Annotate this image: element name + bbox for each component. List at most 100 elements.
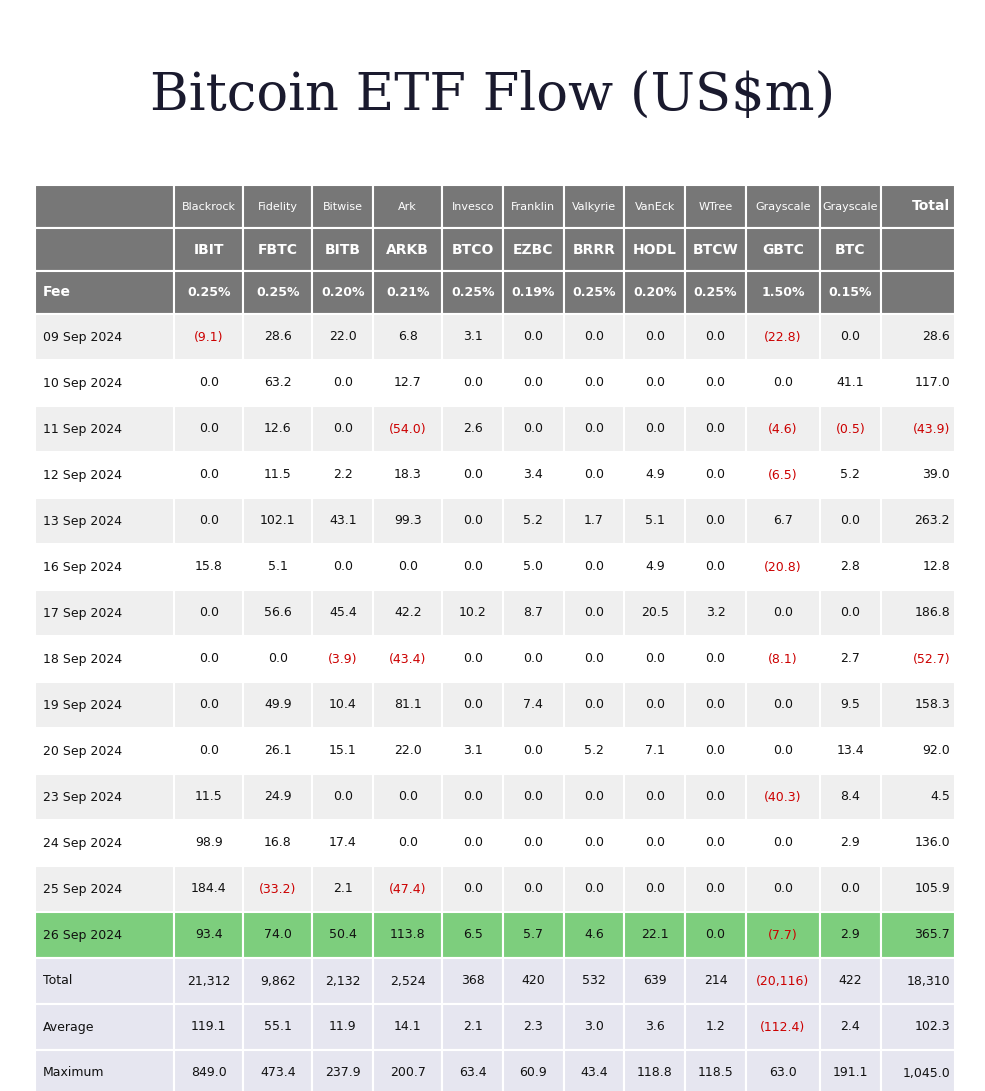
Bar bbox=[563, 497, 624, 544]
Text: 0.0: 0.0 bbox=[645, 791, 665, 803]
Bar bbox=[174, 636, 243, 682]
Bar bbox=[624, 866, 686, 912]
Bar bbox=[373, 728, 442, 774]
Text: Bitcoin ETF Flow (US$m): Bitcoin ETF Flow (US$m) bbox=[150, 70, 835, 120]
Bar bbox=[312, 406, 373, 452]
Text: Franklin: Franklin bbox=[511, 202, 556, 212]
Bar bbox=[503, 728, 563, 774]
Text: 11.5: 11.5 bbox=[264, 468, 292, 481]
Bar bbox=[174, 360, 243, 406]
Bar bbox=[503, 406, 563, 452]
Text: 0.0: 0.0 bbox=[705, 791, 726, 803]
Text: 12.7: 12.7 bbox=[394, 376, 422, 389]
Bar bbox=[686, 636, 746, 682]
Bar bbox=[35, 360, 174, 406]
Text: 0.0: 0.0 bbox=[773, 837, 793, 850]
Text: 22.0: 22.0 bbox=[394, 744, 422, 757]
Bar bbox=[35, 497, 174, 544]
Bar bbox=[881, 452, 955, 497]
Text: 20 Sep 2024: 20 Sep 2024 bbox=[43, 744, 122, 757]
Bar bbox=[243, 497, 312, 544]
Bar bbox=[503, 452, 563, 497]
Bar bbox=[35, 314, 174, 360]
Bar bbox=[503, 682, 563, 728]
Bar bbox=[243, 728, 312, 774]
Text: (40.3): (40.3) bbox=[764, 791, 802, 803]
Text: 0.0: 0.0 bbox=[840, 331, 861, 344]
Bar bbox=[312, 912, 373, 958]
Text: Maximum: Maximum bbox=[43, 1067, 104, 1079]
Bar bbox=[442, 228, 503, 271]
Text: 0.0: 0.0 bbox=[333, 376, 353, 389]
Bar bbox=[503, 774, 563, 820]
Bar bbox=[442, 958, 503, 1004]
Text: 0.0: 0.0 bbox=[398, 837, 418, 850]
Bar bbox=[35, 912, 174, 958]
Bar bbox=[35, 452, 174, 497]
Text: 15.1: 15.1 bbox=[329, 744, 357, 757]
Text: 24 Sep 2024: 24 Sep 2024 bbox=[43, 837, 122, 850]
Bar bbox=[174, 912, 243, 958]
Text: 5.1: 5.1 bbox=[645, 515, 665, 528]
Text: 0.0: 0.0 bbox=[705, 698, 726, 711]
Text: 237.9: 237.9 bbox=[325, 1067, 361, 1079]
Text: 63.0: 63.0 bbox=[769, 1067, 797, 1079]
Bar bbox=[881, 774, 955, 820]
Text: 2.1: 2.1 bbox=[463, 1020, 483, 1033]
Text: Average: Average bbox=[43, 1020, 95, 1033]
Bar bbox=[243, 406, 312, 452]
Bar bbox=[503, 866, 563, 912]
Text: 3.1: 3.1 bbox=[463, 331, 483, 344]
Text: 6.8: 6.8 bbox=[398, 331, 418, 344]
Text: 0.0: 0.0 bbox=[333, 422, 353, 435]
Text: 45.4: 45.4 bbox=[329, 607, 357, 620]
Bar bbox=[35, 590, 174, 636]
Text: 420: 420 bbox=[521, 974, 546, 987]
Bar bbox=[442, 590, 503, 636]
Text: 2.7: 2.7 bbox=[840, 652, 860, 666]
Text: 2.4: 2.4 bbox=[840, 1020, 860, 1033]
Text: 18,310: 18,310 bbox=[906, 974, 950, 987]
Bar bbox=[881, 1004, 955, 1050]
Bar bbox=[686, 912, 746, 958]
Bar bbox=[373, 360, 442, 406]
Text: 26 Sep 2024: 26 Sep 2024 bbox=[43, 928, 122, 942]
Bar bbox=[881, 544, 955, 590]
Bar bbox=[442, 1004, 503, 1050]
Bar bbox=[686, 774, 746, 820]
Text: 0.0: 0.0 bbox=[463, 561, 483, 574]
Bar bbox=[174, 406, 243, 452]
Bar bbox=[686, 728, 746, 774]
Bar bbox=[442, 497, 503, 544]
Bar bbox=[624, 497, 686, 544]
Bar bbox=[881, 590, 955, 636]
Text: 0.0: 0.0 bbox=[705, 422, 726, 435]
Bar bbox=[503, 1004, 563, 1050]
Bar bbox=[312, 682, 373, 728]
Bar bbox=[881, 912, 955, 958]
Text: 0.0: 0.0 bbox=[584, 791, 604, 803]
Text: 0.0: 0.0 bbox=[645, 652, 665, 666]
Text: 0.0: 0.0 bbox=[705, 928, 726, 942]
Bar bbox=[746, 728, 821, 774]
Text: 17 Sep 2024: 17 Sep 2024 bbox=[43, 607, 122, 620]
Bar bbox=[243, 360, 312, 406]
Text: 24.9: 24.9 bbox=[264, 791, 292, 803]
Bar bbox=[563, 406, 624, 452]
Text: 28.6: 28.6 bbox=[264, 331, 292, 344]
Bar bbox=[243, 452, 312, 497]
Bar bbox=[243, 912, 312, 958]
Bar bbox=[686, 866, 746, 912]
Text: 200.7: 200.7 bbox=[390, 1067, 426, 1079]
Text: 2.9: 2.9 bbox=[840, 928, 860, 942]
Bar bbox=[821, 185, 881, 228]
Text: 0.0: 0.0 bbox=[523, 376, 544, 389]
Text: 0.15%: 0.15% bbox=[828, 286, 872, 299]
Bar bbox=[243, 228, 312, 271]
Text: 422: 422 bbox=[838, 974, 862, 987]
Text: 0.0: 0.0 bbox=[584, 331, 604, 344]
Bar bbox=[881, 406, 955, 452]
Bar bbox=[563, 1050, 624, 1091]
Bar bbox=[35, 728, 174, 774]
Text: 10 Sep 2024: 10 Sep 2024 bbox=[43, 376, 122, 389]
